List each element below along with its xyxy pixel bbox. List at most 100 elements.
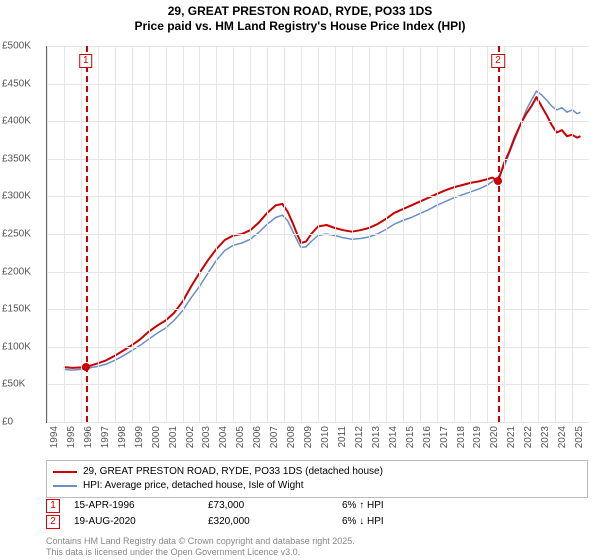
- x-tick-label: 2014: [388, 426, 399, 448]
- y-tick-label: £400K: [2, 116, 31, 127]
- gridline-v: [470, 46, 471, 422]
- title-line-1: 29, GREAT PRESTON ROAD, RYDE, PO33 1DS: [0, 4, 600, 19]
- x-tick-label: 1996: [83, 426, 94, 448]
- x-tick-label: 2005: [235, 426, 246, 448]
- x-tick-label: 2018: [456, 426, 467, 448]
- x-tick-label: 1997: [100, 426, 111, 448]
- sale-marker-badge: 2: [46, 515, 60, 529]
- gridline-v: [47, 46, 48, 422]
- attribution: Contains HM Land Registry data © Crown c…: [46, 536, 588, 558]
- y-tick-label: £150K: [2, 304, 31, 315]
- y-tick-label: £350K: [2, 153, 31, 164]
- sale-date: 19-AUG-2020: [74, 514, 194, 530]
- marker-label: 1: [79, 54, 93, 68]
- y-tick-label: £200K: [2, 266, 31, 277]
- x-tick-label: 2000: [151, 426, 162, 448]
- gridline-v: [183, 46, 184, 422]
- x-tick-label: 2009: [303, 426, 314, 448]
- gridline-v: [386, 46, 387, 422]
- y-tick-label: £500K: [2, 41, 31, 52]
- gridline-v: [115, 46, 116, 422]
- y-tick-label: £450K: [2, 78, 31, 89]
- y-tick-label: £50K: [2, 379, 25, 390]
- gridline-v: [352, 46, 353, 422]
- legend-label: HPI: Average price, detached house, Isle…: [83, 479, 304, 493]
- gridline-v: [301, 46, 302, 422]
- gridline-v: [318, 46, 319, 422]
- x-tick-label: 2019: [472, 426, 483, 448]
- marker-vline: [498, 46, 500, 422]
- legend-swatch-icon: [53, 485, 77, 487]
- x-tick-label: 2012: [354, 426, 365, 448]
- x-tick-label: 2022: [523, 426, 534, 448]
- x-tick-label: 2011: [337, 426, 348, 448]
- x-tick-label: 2006: [252, 426, 263, 448]
- sales-table: 1 15-APR-1996 £73,000 6% ↑ HPI 2 19-AUG-…: [46, 498, 588, 530]
- x-tick-label: 2016: [422, 426, 433, 448]
- x-tick-label: 2003: [201, 426, 212, 448]
- legend: 29, GREAT PRESTON ROAD, RYDE, PO33 1DS (…: [46, 460, 588, 498]
- y-tick-label: £0: [2, 417, 13, 428]
- legend-label: 29, GREAT PRESTON ROAD, RYDE, PO33 1DS (…: [83, 465, 383, 479]
- y-tick-label: £250K: [2, 229, 31, 240]
- gridline-v: [233, 46, 234, 422]
- x-tick-label: 2007: [269, 426, 280, 448]
- x-tick-label: 2013: [371, 426, 382, 448]
- legend-swatch-icon: [53, 471, 77, 473]
- sale-marker-badge: 1: [46, 499, 60, 513]
- marker-point-icon: [494, 177, 502, 185]
- series-line-price_paid: [64, 97, 581, 368]
- x-tick-label: 2015: [405, 426, 416, 448]
- gridline-v: [132, 46, 133, 422]
- gridline-v: [199, 46, 200, 422]
- sale-delta: 6% ↑ HPI: [342, 498, 462, 514]
- gridline-v: [267, 46, 268, 422]
- x-tick-label: 2017: [439, 426, 450, 448]
- x-tick-label: 1999: [134, 426, 145, 448]
- gridline-v: [216, 46, 217, 422]
- y-tick-label: £300K: [2, 191, 31, 202]
- sale-delta: 6% ↓ HPI: [342, 514, 462, 530]
- sale-price: £320,000: [208, 514, 328, 530]
- sale-date: 15-APR-1996: [74, 498, 194, 514]
- gridline-v: [555, 46, 556, 422]
- gridline-v: [98, 46, 99, 422]
- x-tick-label: 1995: [66, 426, 77, 448]
- gridline-v: [369, 46, 370, 422]
- attribution-line: This data is licensed under the Open Gov…: [46, 547, 588, 558]
- x-tick-label: 2020: [489, 426, 500, 448]
- x-tick-label: 2025: [574, 426, 585, 448]
- marker-label: 2: [491, 54, 505, 68]
- y-tick-label: £100K: [2, 341, 31, 352]
- gridline-v: [454, 46, 455, 422]
- sale-price: £73,000: [208, 498, 328, 514]
- x-tick-label: 1994: [49, 426, 60, 448]
- gridline-v: [149, 46, 150, 422]
- x-tick-label: 2023: [540, 426, 551, 448]
- x-tick-label: 2010: [320, 426, 331, 448]
- sale-row: 2 19-AUG-2020 £320,000 6% ↓ HPI: [46, 514, 588, 530]
- legend-item: HPI: Average price, detached house, Isle…: [53, 479, 581, 493]
- gridline-h: [47, 422, 589, 423]
- chart-plot-area: 12: [46, 46, 589, 423]
- x-tick-label: 2002: [185, 426, 196, 448]
- gridline-v: [504, 46, 505, 422]
- gridline-v: [64, 46, 65, 422]
- x-tick-label: 1998: [117, 426, 128, 448]
- gridline-v: [572, 46, 573, 422]
- chart-title: 29, GREAT PRESTON ROAD, RYDE, PO33 1DS P…: [0, 0, 600, 34]
- series-line-hpi: [64, 91, 581, 370]
- gridline-v: [538, 46, 539, 422]
- x-tick-label: 2001: [168, 426, 179, 448]
- gridline-v: [403, 46, 404, 422]
- gridline-v: [487, 46, 488, 422]
- gridline-v: [420, 46, 421, 422]
- legend-item: 29, GREAT PRESTON ROAD, RYDE, PO33 1DS (…: [53, 465, 581, 479]
- marker-point-icon: [82, 363, 90, 371]
- gridline-v: [437, 46, 438, 422]
- gridline-v: [335, 46, 336, 422]
- x-tick-label: 2004: [218, 426, 229, 448]
- gridline-v: [250, 46, 251, 422]
- chart-container: 29, GREAT PRESTON ROAD, RYDE, PO33 1DS P…: [0, 0, 600, 560]
- title-line-2: Price paid vs. HM Land Registry's House …: [0, 19, 600, 34]
